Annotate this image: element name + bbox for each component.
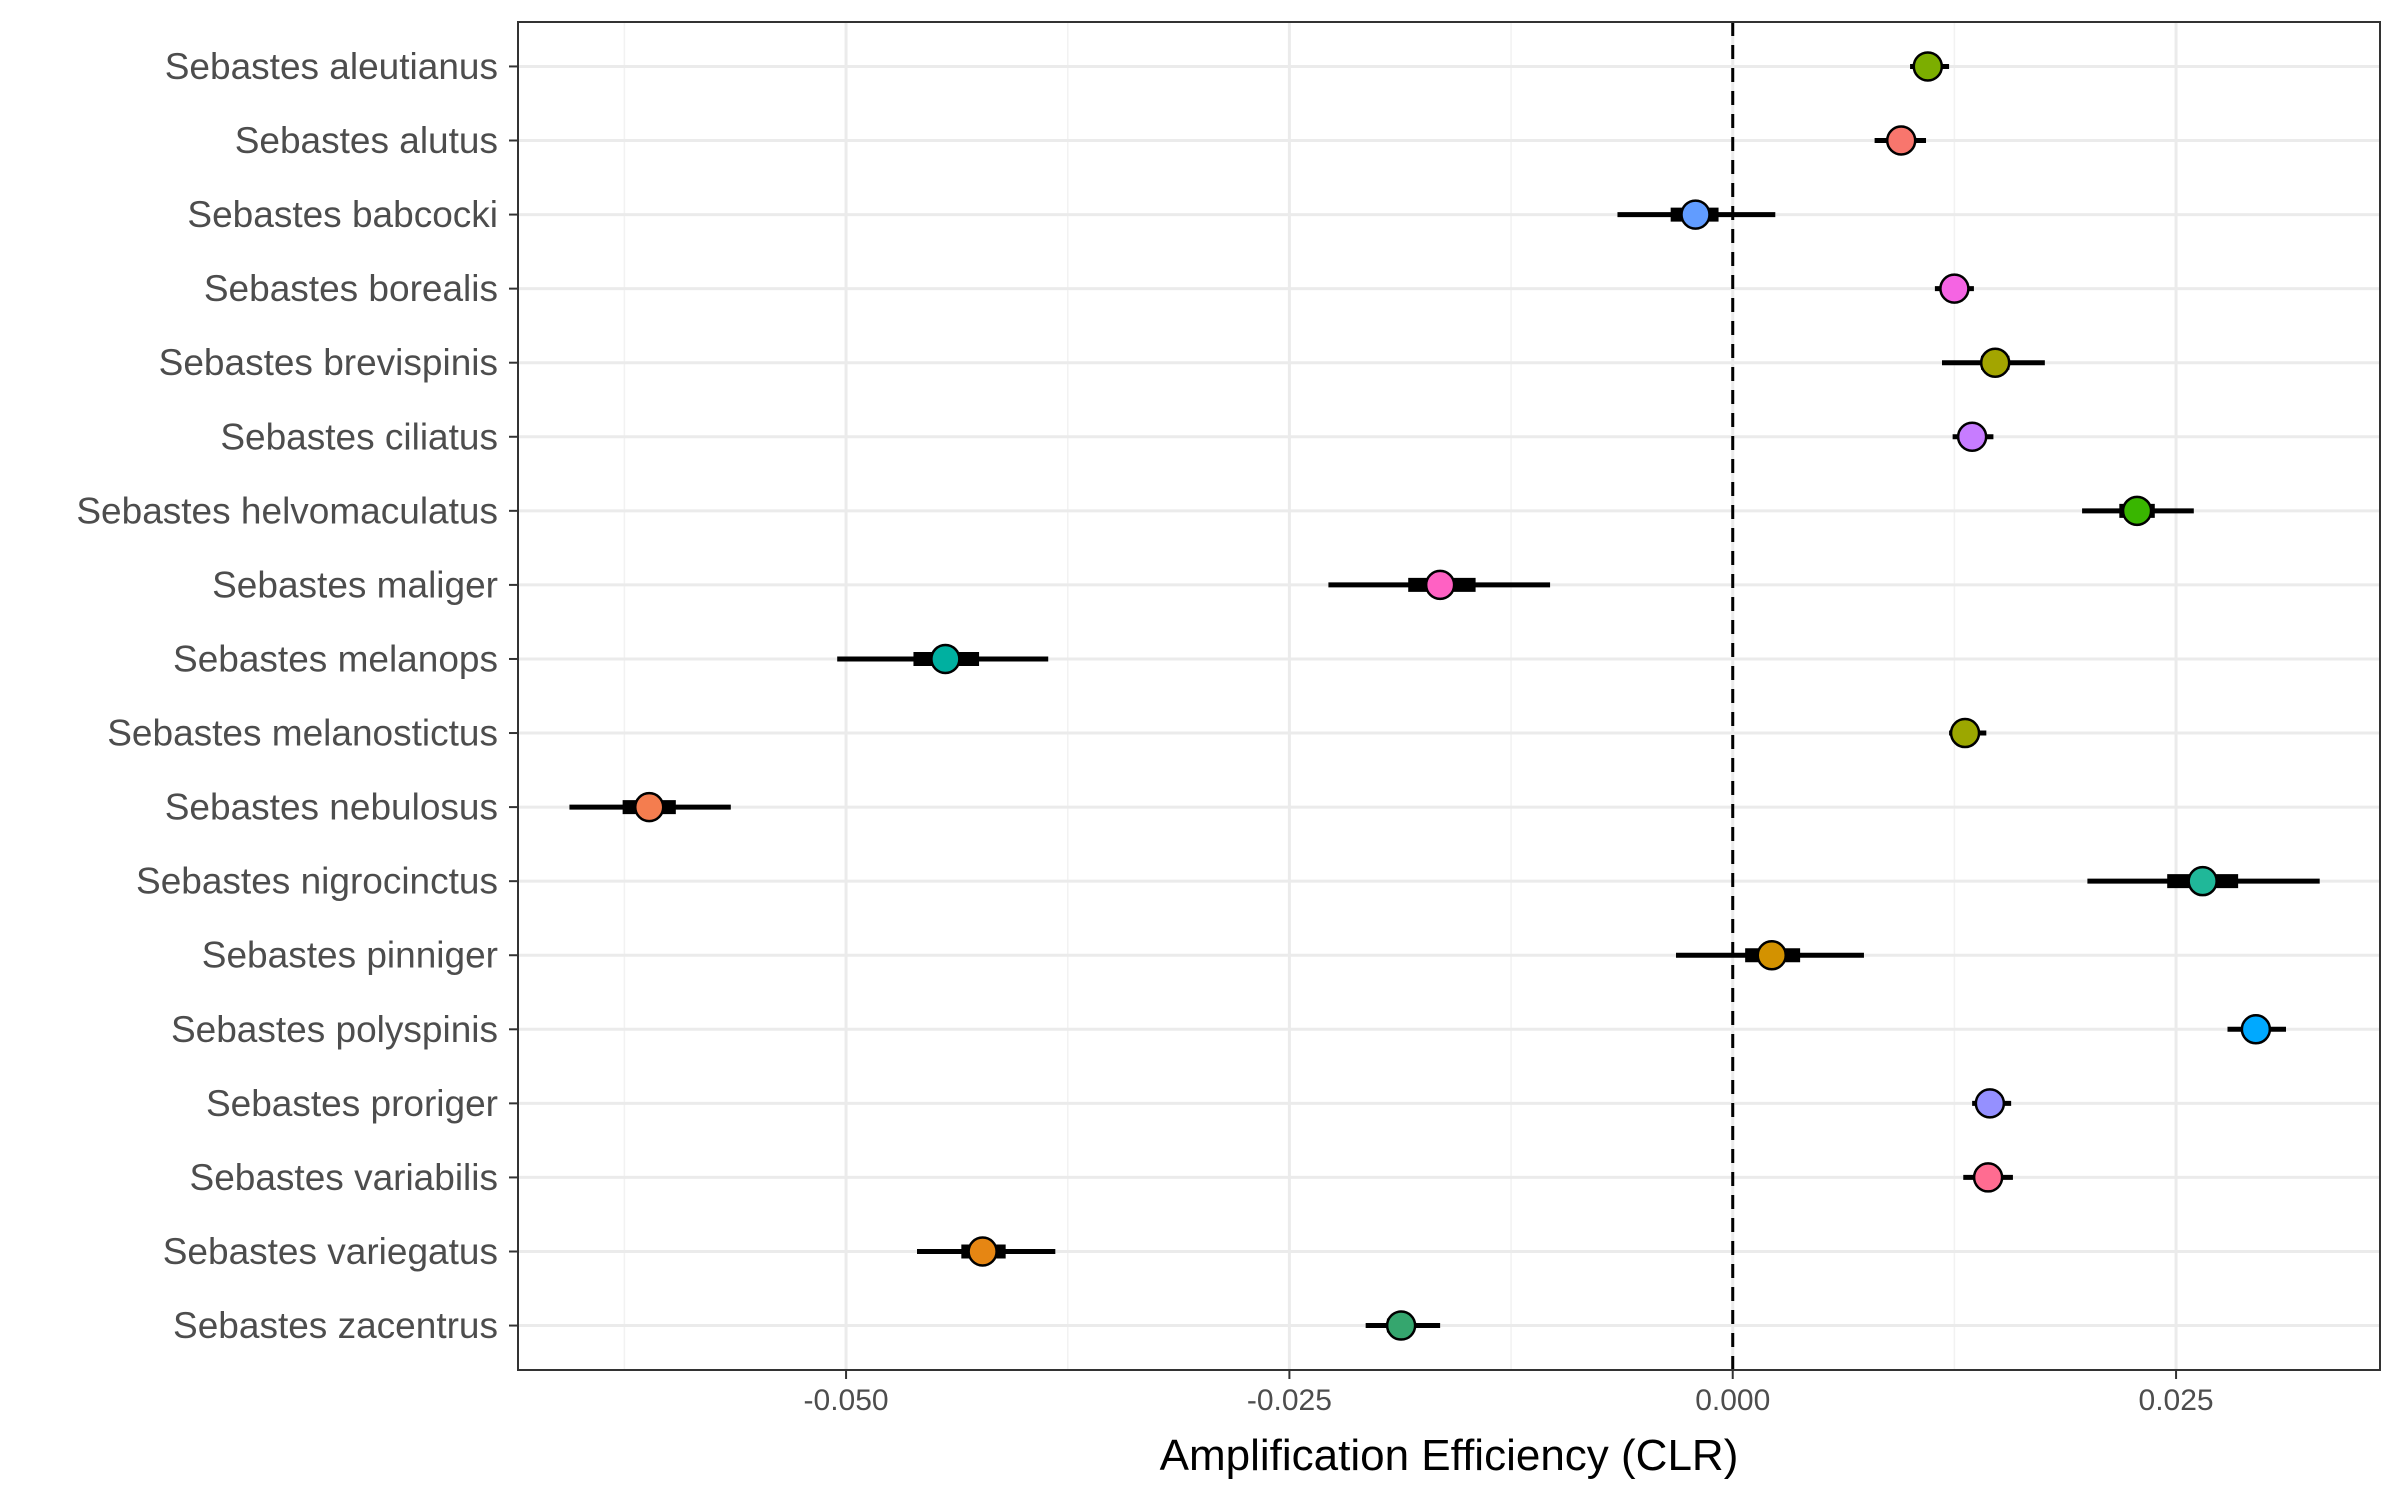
y-tick-label: Sebastes borealis bbox=[204, 268, 498, 309]
panel-border bbox=[517, 21, 2381, 1371]
y-tick-label: Sebastes ciliatus bbox=[220, 416, 498, 457]
x-axis: -0.050 -0.025 0.000 0.025 bbox=[804, 1370, 2214, 1417]
estimate-point bbox=[1972, 1162, 2004, 1193]
estimate-point bbox=[1756, 939, 1787, 971]
estimate-point bbox=[1385, 1310, 1417, 1341]
estimate-point bbox=[967, 1236, 998, 1267]
estimate-point bbox=[1680, 199, 1711, 230]
y-tick-label: Sebastes zacentrus bbox=[173, 1305, 498, 1346]
y-tick-label: Sebastes polyspinis bbox=[171, 1009, 498, 1050]
estimate-point bbox=[633, 791, 665, 823]
major-gridlines bbox=[518, 22, 2380, 1370]
y-tick-label: Sebastes alutus bbox=[235, 120, 498, 161]
y-axis: Sebastes aleutianus Sebastes alutus Sebast… bbox=[76, 46, 518, 1346]
estimate-point bbox=[2187, 865, 2218, 897]
estimate-point bbox=[1939, 273, 1970, 304]
x-axis-title: Amplification Efficiency (CLR) bbox=[1160, 1431, 1739, 1480]
x-tick-label: -0.025 bbox=[1247, 1384, 1332, 1417]
estimate-point bbox=[2121, 495, 2153, 527]
y-tick-label: Sebastes pinniger bbox=[202, 935, 498, 976]
x-tick-label: 0.000 bbox=[1695, 1384, 1770, 1417]
estimate-point bbox=[2240, 1014, 2272, 1045]
y-tick-label: Sebastes nebulosus bbox=[165, 787, 498, 828]
y-tick-label: Sebastes nigrocinctus bbox=[136, 861, 498, 902]
y-tick-label: Sebastes brevispinis bbox=[159, 342, 498, 383]
y-tick-label: Sebastes aleutianus bbox=[165, 46, 498, 87]
y-tick-label: Sebastes melanostictus bbox=[107, 713, 498, 754]
estimate-point bbox=[1424, 569, 1456, 601]
data-marks bbox=[569, 51, 2320, 1341]
estimate-point bbox=[1979, 347, 2011, 378]
y-tick-label: Sebastes variegatus bbox=[163, 1231, 498, 1272]
x-tick-label: 0.025 bbox=[2139, 1384, 2214, 1417]
estimate-point bbox=[1949, 717, 1981, 749]
y-tick-label: Sebastes variabilis bbox=[190, 1157, 498, 1198]
estimate-point bbox=[1885, 125, 1917, 156]
estimate-point bbox=[930, 643, 961, 675]
y-tick-label: Sebastes melanops bbox=[173, 638, 498, 679]
y-tick-label: Sebastes proriger bbox=[206, 1083, 498, 1124]
y-tick-label: Sebastes helvomaculatus bbox=[76, 490, 498, 531]
y-tick-label: Sebastes maliger bbox=[212, 564, 498, 605]
y-tick-label: Sebastes babcocki bbox=[187, 194, 498, 235]
estimate-point bbox=[1912, 51, 1944, 82]
estimate-point bbox=[1956, 421, 1988, 453]
minor-gridlines bbox=[623, 22, 1956, 1370]
estimate-point bbox=[1974, 1088, 2006, 1119]
x-tick-label: -0.050 bbox=[804, 1384, 889, 1417]
